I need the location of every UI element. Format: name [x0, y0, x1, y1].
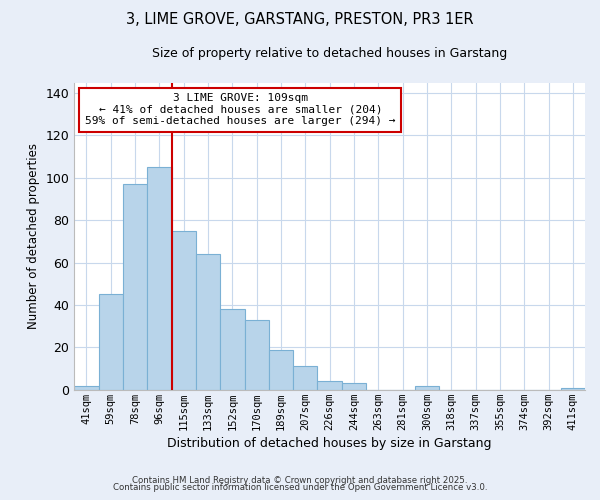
- Bar: [560, 388, 585, 390]
- Title: Size of property relative to detached houses in Garstang: Size of property relative to detached ho…: [152, 48, 507, 60]
- X-axis label: Distribution of detached houses by size in Garstang: Distribution of detached houses by size …: [167, 437, 492, 450]
- Text: 3 LIME GROVE: 109sqm
← 41% of detached houses are smaller (204)
59% of semi-deta: 3 LIME GROVE: 109sqm ← 41% of detached h…: [85, 94, 395, 126]
- Bar: [293, 366, 317, 390]
- Bar: [196, 254, 220, 390]
- Bar: [317, 382, 342, 390]
- Text: Contains HM Land Registry data © Crown copyright and database right 2025.: Contains HM Land Registry data © Crown c…: [132, 476, 468, 485]
- Bar: [98, 294, 123, 390]
- Text: 3, LIME GROVE, GARSTANG, PRESTON, PR3 1ER: 3, LIME GROVE, GARSTANG, PRESTON, PR3 1E…: [126, 12, 474, 28]
- Bar: [147, 168, 172, 390]
- Bar: [74, 386, 98, 390]
- Bar: [245, 320, 269, 390]
- Bar: [172, 231, 196, 390]
- Text: Contains public sector information licensed under the Open Government Licence v3: Contains public sector information licen…: [113, 484, 487, 492]
- Y-axis label: Number of detached properties: Number of detached properties: [27, 143, 40, 329]
- Bar: [220, 309, 245, 390]
- Bar: [269, 350, 293, 390]
- Bar: [342, 384, 366, 390]
- Bar: [123, 184, 147, 390]
- Bar: [415, 386, 439, 390]
